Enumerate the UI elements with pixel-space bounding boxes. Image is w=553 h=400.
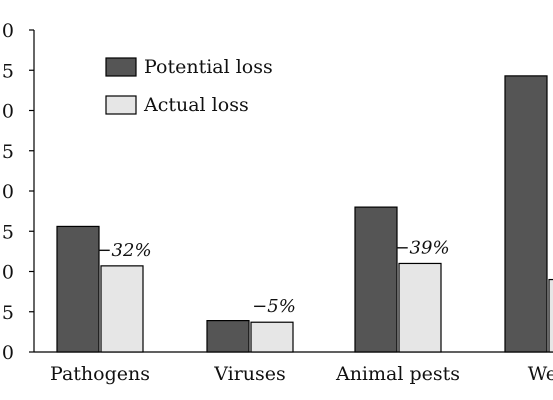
bar-potential-loss xyxy=(56,225,100,353)
category-label: Viruses xyxy=(213,363,286,385)
bar-potential-loss xyxy=(504,75,548,353)
category-label: Wee xyxy=(528,363,553,385)
data-label: −39% xyxy=(394,237,449,258)
data-label: −32% xyxy=(96,240,151,261)
y-tick-label: 0 xyxy=(2,101,14,123)
legend-swatch-potential-loss xyxy=(105,57,137,77)
y-tick-label: 5 xyxy=(2,302,14,324)
bar-actual-loss xyxy=(100,265,144,353)
legend-label-potential-loss: Potential loss xyxy=(144,56,273,78)
legend-label-actual-loss: Actual loss xyxy=(143,94,249,116)
y-tick-label: 0 xyxy=(2,262,14,284)
bar-actual-loss xyxy=(548,278,553,353)
y-tick-label: 0 xyxy=(2,342,14,364)
category-label: Pathogens xyxy=(50,363,150,385)
bar-actual-loss xyxy=(250,321,294,353)
bar-actual-loss xyxy=(398,262,442,353)
y-tick-label: 5 xyxy=(2,221,14,243)
label-layer: −32% Pathogens −5% Viruses −39% Animal pests W… xyxy=(50,237,553,385)
data-label: −5% xyxy=(252,296,296,317)
bar-potential-loss xyxy=(206,320,250,353)
y-tick-label: 0 xyxy=(2,20,14,42)
legend: Potential loss Actual loss xyxy=(105,56,273,116)
y-tick-label: 5 xyxy=(2,60,14,82)
bar-potential-loss xyxy=(354,206,398,353)
bar-layer xyxy=(56,75,553,353)
y-tick-label: 0 xyxy=(2,181,14,203)
y-tick-label: 5 xyxy=(2,141,14,163)
legend-swatch-actual-loss xyxy=(105,95,137,115)
category-label: Animal pests xyxy=(335,363,460,385)
